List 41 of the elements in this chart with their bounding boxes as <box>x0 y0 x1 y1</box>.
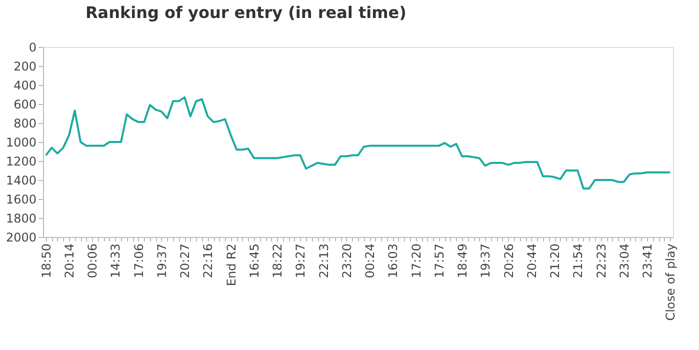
x-tick-label: End R2 <box>224 244 238 286</box>
x-tick-label: 16:45 <box>247 244 262 278</box>
x-tick-label: 22:16 <box>201 244 216 278</box>
x-tick-label: 22:23 <box>594 244 608 278</box>
x-tick-label: 17:06 <box>132 244 146 278</box>
x-tick-label: 18:49 <box>456 244 470 278</box>
y-tick-label: 1800 <box>6 212 36 226</box>
y-tick-label: 400 <box>14 78 36 92</box>
line-series <box>44 96 672 190</box>
x-tick-label: 20:27 <box>178 244 192 278</box>
x-tick-label: 00:06 <box>86 244 100 278</box>
y-tick-label: 800 <box>14 116 36 130</box>
y-tick-label: 1400 <box>6 174 36 188</box>
x-tick-label: 17:20 <box>409 244 424 278</box>
x-tick-label: 23:04 <box>617 244 632 278</box>
x-tick-label: 21:20 <box>548 244 562 278</box>
x-tick-label: 18:50 <box>39 244 54 278</box>
chart-title: Ranking of your entry (in real time) <box>85 3 406 22</box>
x-tick-label: 20:44 <box>524 244 539 278</box>
x-tick-label: 18:22 <box>270 244 285 278</box>
x-tick-label: Close of play <box>664 244 678 321</box>
x-tick-label: 23:20 <box>340 244 354 278</box>
y-tick-label: 1600 <box>6 192 36 206</box>
x-tick-label: 19:37 <box>154 244 169 278</box>
x-tick-label: 20:14 <box>62 244 77 278</box>
x-tick-label: 23:41 <box>640 244 654 278</box>
y-tick-label: 1000 <box>6 136 36 150</box>
x-tick-label: 19:37 <box>478 244 493 278</box>
x-tick-label: 21:54 <box>571 244 586 278</box>
x-tick-label: 17:57 <box>432 244 446 278</box>
x-tick-label: 20:26 <box>502 244 516 278</box>
x-tick-label: 22:13 <box>316 244 331 278</box>
y-tick-label: 1200 <box>6 154 36 168</box>
y-tick-label: 0 <box>28 40 36 54</box>
x-tick-label: 19:27 <box>294 244 308 278</box>
x-tick-label: 00:24 <box>363 244 378 278</box>
y-tick-label: 600 <box>14 98 36 112</box>
y-tick-label: 200 <box>14 60 36 74</box>
x-tick-label: 16:03 <box>386 244 400 278</box>
x-tick-label: 14:33 <box>108 244 123 278</box>
y-tick-label: 2000 <box>6 230 36 244</box>
